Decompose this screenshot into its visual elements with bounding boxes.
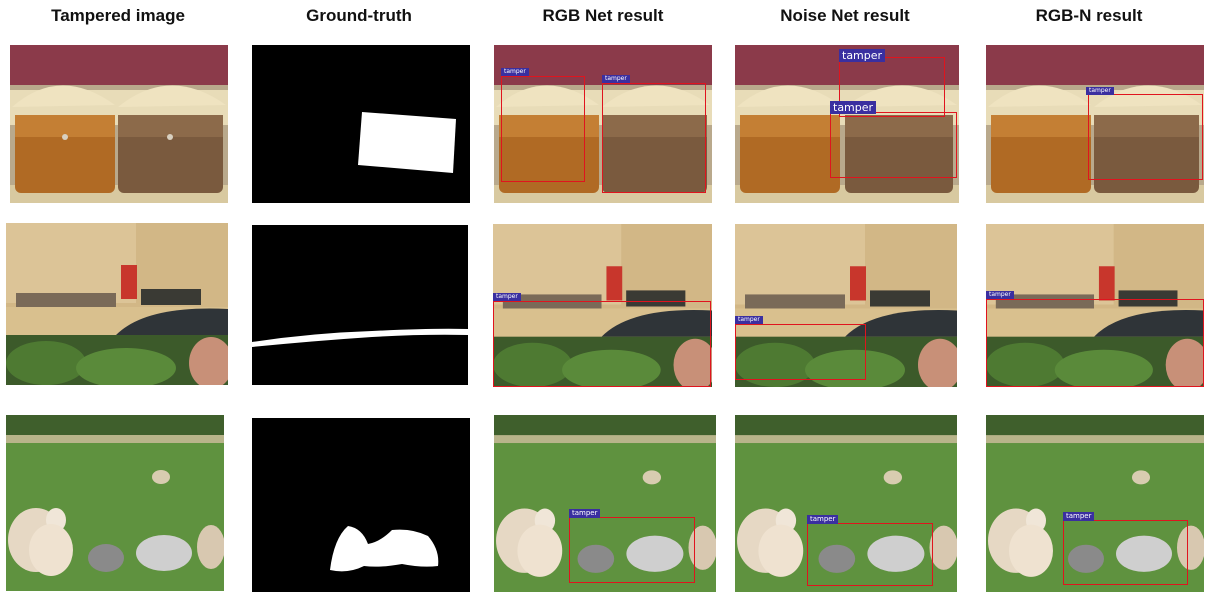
detection-label: tamper: [493, 293, 521, 301]
detection-box: [569, 517, 695, 583]
detection-box: [1063, 520, 1188, 585]
detection-box: [839, 57, 945, 117]
tampered-image-desk: [6, 223, 228, 385]
ground-truth-mask-desk: [252, 225, 468, 385]
detection-box: [1088, 94, 1203, 180]
detection-label: tamper: [569, 509, 601, 518]
rgbn-result-bags: tamper: [986, 45, 1204, 203]
column-title-rgbn: RGB-N result: [1035, 6, 1143, 25]
detection-label: tamper: [830, 101, 877, 114]
column-title-rgb-net: RGB Net result: [542, 6, 664, 25]
detection-box: [830, 112, 957, 178]
rgbn-result-sheep: tamper: [986, 415, 1204, 592]
rgbn-result-desk: tamper: [986, 224, 1204, 387]
rgb-net-result-desk: tamper: [493, 224, 712, 387]
detection-label: tamper: [1086, 87, 1114, 95]
detection-label: tamper: [839, 49, 886, 62]
tampered-image-bags: [10, 45, 228, 203]
detection-box: [735, 324, 866, 380]
noise-net-result-desk: tamper: [735, 224, 957, 387]
detection-box: [501, 76, 585, 182]
rgb-net-result-bags: tamper tamper: [494, 45, 712, 203]
rgb-net-result-sheep: tamper: [494, 415, 716, 592]
detection-label: tamper: [807, 515, 839, 524]
ground-truth-mask-sheep: [252, 418, 470, 592]
noise-net-result-bags: tamper tamper: [735, 45, 959, 203]
detection-box: [986, 299, 1204, 387]
ground-truth-mask-bags: [252, 45, 470, 203]
detection-box: [807, 523, 933, 586]
detection-label: tamper: [501, 68, 529, 76]
column-title-tampered: Tampered image: [51, 6, 185, 25]
column-title-noise-net: Noise Net result: [780, 6, 910, 25]
detection-box: [602, 83, 706, 193]
tampered-image-sheep: [6, 415, 224, 591]
noise-net-result-sheep: tamper: [735, 415, 957, 592]
detection-label: tamper: [735, 316, 763, 324]
detection-label: tamper: [1063, 512, 1095, 521]
detection-label: tamper: [986, 291, 1014, 299]
detection-box: [493, 301, 711, 387]
detection-label: tamper: [602, 75, 630, 83]
column-title-ground-truth: Ground-truth: [306, 6, 412, 25]
